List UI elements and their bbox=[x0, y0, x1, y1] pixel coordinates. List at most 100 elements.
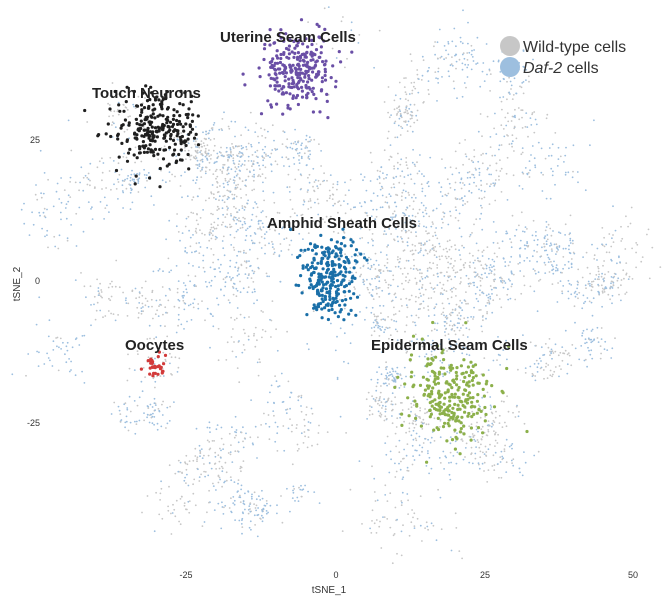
background-point bbox=[328, 189, 331, 192]
background-point bbox=[226, 181, 229, 184]
background-point bbox=[537, 141, 540, 144]
background-point bbox=[229, 147, 232, 149]
background-point bbox=[267, 414, 270, 416]
background-point bbox=[188, 500, 191, 502]
background-point bbox=[472, 174, 475, 176]
cluster-point-touch-neurons bbox=[133, 131, 137, 135]
background-point bbox=[454, 54, 456, 57]
background-point bbox=[332, 204, 335, 207]
background-point bbox=[358, 460, 361, 462]
background-point bbox=[490, 173, 492, 176]
background-point bbox=[196, 159, 199, 162]
cluster-point-oocytes bbox=[163, 353, 168, 357]
background-point bbox=[249, 502, 252, 504]
background-point bbox=[427, 89, 430, 91]
cluster-point-amphid-sheath-cells bbox=[314, 252, 318, 256]
background-point bbox=[413, 512, 416, 515]
background-point bbox=[494, 416, 497, 419]
background-point bbox=[553, 243, 556, 246]
background-point bbox=[419, 154, 421, 156]
background-point bbox=[618, 293, 620, 296]
background-point bbox=[60, 348, 62, 350]
background-point bbox=[445, 247, 448, 250]
background-point bbox=[445, 194, 448, 197]
background-point bbox=[222, 155, 225, 158]
cluster-point-touch-neurons bbox=[184, 122, 188, 126]
background-point bbox=[181, 295, 184, 297]
background-point bbox=[153, 530, 156, 533]
background-point bbox=[244, 508, 246, 511]
background-point bbox=[300, 484, 302, 487]
background-point bbox=[378, 276, 380, 279]
background-point bbox=[597, 290, 600, 293]
background-point bbox=[584, 300, 587, 303]
background-point bbox=[489, 404, 492, 407]
background-point bbox=[387, 244, 389, 247]
background-point bbox=[402, 250, 405, 252]
cluster-point-uterine-seam-cells bbox=[276, 84, 280, 88]
background-point bbox=[219, 185, 221, 187]
background-point bbox=[462, 204, 464, 207]
background-point bbox=[310, 206, 312, 209]
background-point bbox=[375, 208, 378, 211]
background-point bbox=[124, 178, 126, 181]
background-point bbox=[58, 346, 60, 349]
background-point bbox=[433, 349, 436, 352]
background-point bbox=[430, 436, 433, 439]
background-point bbox=[369, 180, 372, 182]
background-point bbox=[482, 319, 484, 322]
background-point bbox=[382, 318, 385, 321]
background-point bbox=[216, 209, 219, 212]
background-point bbox=[519, 247, 522, 250]
background-point bbox=[274, 421, 277, 424]
background-point bbox=[582, 329, 585, 332]
background-point bbox=[489, 146, 492, 149]
background-point bbox=[442, 311, 444, 314]
background-point bbox=[295, 143, 298, 146]
background-point bbox=[496, 294, 498, 297]
background-point bbox=[138, 296, 141, 299]
background-point bbox=[407, 191, 410, 194]
background-point bbox=[255, 215, 258, 218]
background-point bbox=[119, 421, 122, 423]
background-point bbox=[492, 265, 495, 268]
background-point bbox=[282, 425, 285, 427]
cluster-point-uterine-seam-cells bbox=[262, 57, 266, 62]
background-point bbox=[406, 130, 409, 133]
background-point bbox=[427, 180, 430, 183]
background-point bbox=[565, 146, 567, 149]
background-point bbox=[438, 457, 441, 459]
background-point bbox=[160, 147, 163, 149]
background-point bbox=[415, 295, 417, 298]
background-point bbox=[232, 159, 235, 162]
cluster-point-epidermal-seam-cells bbox=[423, 388, 427, 392]
cluster-point-touch-neurons bbox=[162, 148, 166, 152]
background-point bbox=[152, 412, 154, 415]
background-point bbox=[412, 200, 415, 203]
background-point bbox=[468, 252, 471, 255]
background-point bbox=[436, 100, 438, 102]
cluster-point-amphid-sheath-cells bbox=[339, 308, 343, 312]
background-point bbox=[227, 183, 229, 186]
cluster-point-amphid-sheath-cells bbox=[305, 263, 310, 267]
background-point bbox=[261, 510, 264, 513]
background-point bbox=[493, 464, 496, 467]
background-point bbox=[447, 261, 449, 264]
background-point bbox=[338, 200, 341, 203]
background-point bbox=[497, 463, 499, 465]
background-point bbox=[311, 412, 314, 415]
background-point bbox=[393, 533, 396, 535]
background-point bbox=[411, 130, 414, 133]
background-point bbox=[245, 252, 247, 255]
background-point bbox=[411, 340, 413, 343]
background-point bbox=[198, 252, 201, 255]
background-point bbox=[519, 270, 522, 272]
background-point bbox=[251, 165, 253, 168]
background-point bbox=[404, 91, 407, 93]
cluster-point-epidermal-seam-cells bbox=[428, 415, 432, 419]
background-point bbox=[607, 271, 610, 273]
background-point bbox=[189, 303, 192, 306]
background-point bbox=[39, 149, 42, 152]
background-point bbox=[612, 276, 615, 279]
background-point bbox=[217, 217, 220, 220]
